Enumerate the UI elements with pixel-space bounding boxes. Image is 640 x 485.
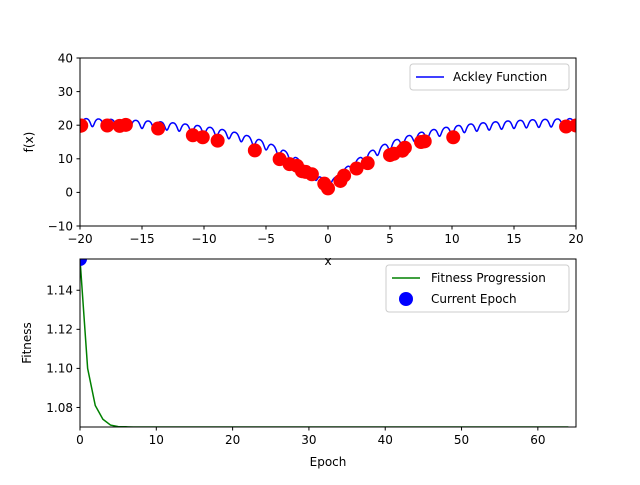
current-epoch-marker	[80, 259, 87, 266]
ackley-xtick-label: −5	[257, 232, 275, 246]
fitness-xtick-label: 10	[149, 433, 164, 447]
ackley-xlabel: x	[324, 254, 331, 268]
fitness-xtick-label: 60	[530, 433, 545, 447]
ackley-xtick-label: −20	[67, 232, 92, 246]
ackley-legend: Ackley Function	[409, 63, 570, 91]
fitness-xtick-label: 30	[301, 433, 316, 447]
fitness-axes-frame	[79, 258, 577, 428]
fitness-xtick-label: 0	[76, 433, 84, 447]
ackley-legend-label: Ackley Function	[453, 70, 547, 84]
ackley-ticks: −20 −15 −10 −5 0 5 10 15 20 −10 0 10 20 30 40	[48, 51, 584, 246]
population-point	[349, 161, 364, 176]
fitness-ytick-label: 1.12	[46, 323, 73, 337]
ackley-legend-box	[409, 63, 570, 91]
population-point	[118, 117, 133, 132]
ackley-ytick-label: 40	[58, 51, 73, 65]
population-point	[100, 118, 115, 133]
population-point	[195, 130, 210, 145]
fitness-ylabel: Fitness	[20, 322, 34, 364]
fitness-ytick-label: 1.10	[46, 362, 73, 376]
fitness-ytick-label: 1.14	[46, 284, 73, 298]
population-point	[417, 134, 432, 149]
ackley-ytick-label: 20	[58, 119, 73, 133]
population-point	[80, 118, 89, 133]
population-point	[247, 143, 262, 158]
population-point	[360, 156, 375, 171]
fitness-legend: Fitness Progression Current Epoch	[385, 264, 570, 313]
population-point	[446, 130, 461, 145]
ackley-xtick-label: 10	[444, 232, 459, 246]
fitness-legend-marker-swatch	[399, 292, 413, 306]
ackley-ytick-label: 30	[58, 85, 73, 99]
fitness-panel: 0 10 20 30 40 50 60 1.08 1.10 1.12 1.14 Fitness Ep…	[20, 258, 577, 469]
fitness-legend-box	[385, 264, 570, 313]
fitness-legend-label-progression: Fitness Progression	[431, 271, 546, 285]
population-point	[337, 168, 352, 183]
fitness-xtick-label: 50	[454, 433, 469, 447]
population-point	[321, 181, 335, 196]
ackley-ytick-label: −10	[48, 219, 73, 233]
fitness-ticks: 0 10 20 30 40 50 60 1.08 1.10 1.12 1.14	[46, 284, 545, 447]
ackley-ylabel: f(x)	[22, 132, 36, 153]
fitness-legend-label-current: Current Epoch	[431, 292, 517, 306]
ackley-ytick-label: 10	[58, 152, 73, 166]
fitness-xtick-label: 40	[378, 433, 393, 447]
ackley-xtick-label: 0	[324, 232, 332, 246]
fitness-ytick-label: 1.08	[46, 401, 73, 415]
fitness-plot-area	[80, 259, 569, 427]
fitness-xlabel: Epoch	[310, 455, 347, 469]
ackley-xtick-label: 5	[386, 232, 394, 246]
population-point	[304, 167, 319, 182]
fitness-xtick-label: 20	[225, 433, 240, 447]
ackley-xtick-label: −10	[191, 232, 216, 246]
ackley-ytick-label: 0	[65, 186, 73, 200]
population-point	[397, 140, 412, 155]
ackley-plot-area	[80, 117, 576, 196]
ackley-xtick-label: −15	[129, 232, 154, 246]
ackley-panel: −20 −15 −10 −5 0 5 10 15 20 −10 0 10 20 30 40 f(x) x A…	[22, 51, 584, 268]
ackley-xtick-label: 20	[568, 232, 583, 246]
population-point	[210, 133, 225, 148]
population-point	[151, 121, 166, 136]
ackley-xtick-label: 15	[506, 232, 521, 246]
population-point	[569, 118, 576, 133]
